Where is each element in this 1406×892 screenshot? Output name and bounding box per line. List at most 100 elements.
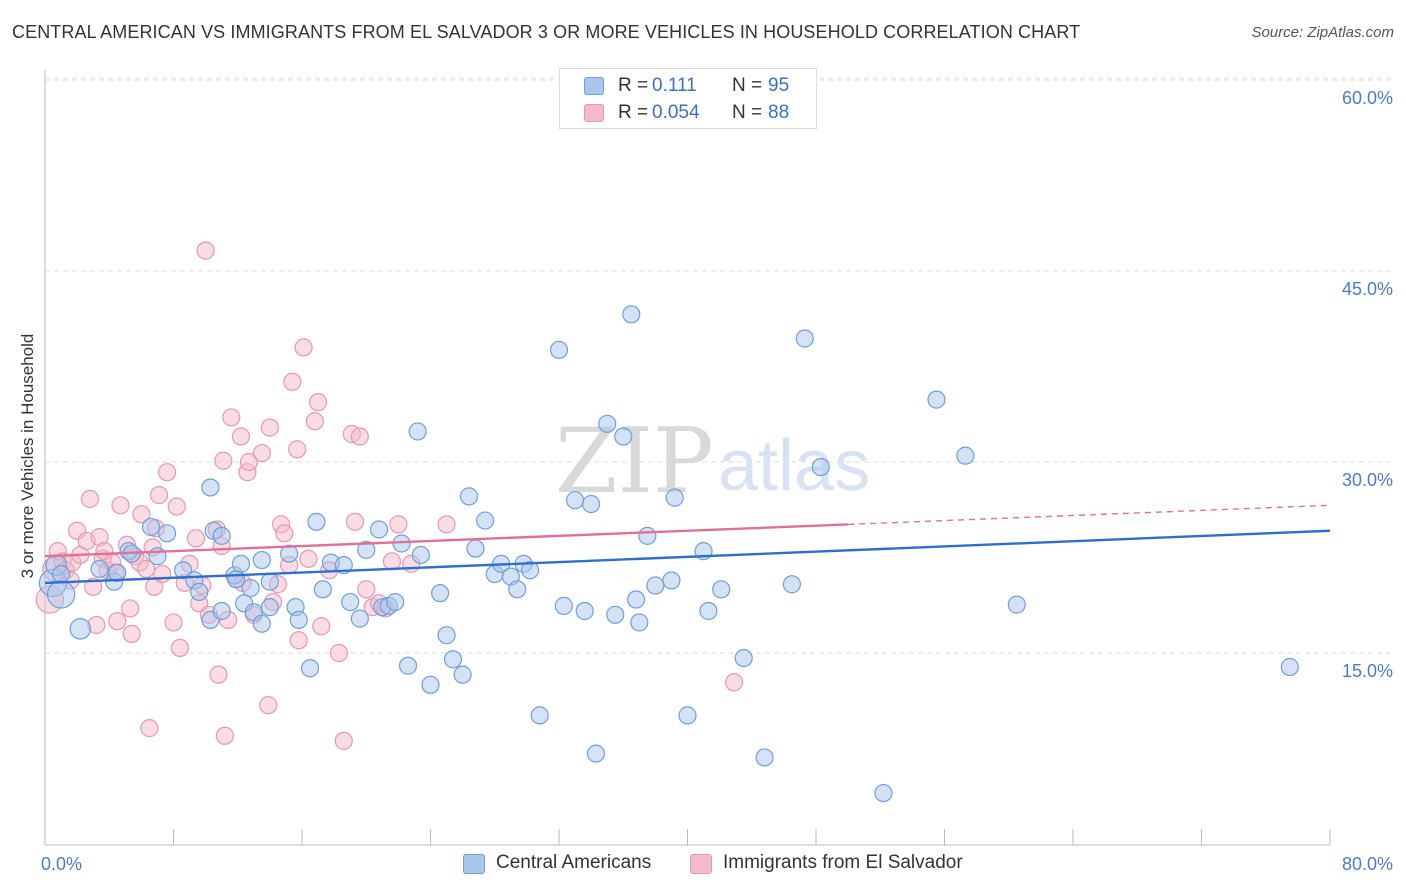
el-salvador-point-37 xyxy=(170,638,190,658)
central-americans-point-33 xyxy=(289,610,308,629)
central-americans-point-15 xyxy=(190,582,209,601)
central-americans-point-29 xyxy=(260,572,279,591)
central-americans-point-91 xyxy=(874,783,893,803)
blue-swatch-icon xyxy=(463,854,485,874)
el-salvador-point-65 xyxy=(283,372,302,391)
central-americans-point-77 xyxy=(638,526,657,545)
central-americans-point-39 xyxy=(341,592,360,612)
central-americans-point-93 xyxy=(956,446,975,465)
el-salvador-point-58 xyxy=(259,696,278,715)
el-salvador-point-79 xyxy=(357,580,376,599)
el-salvador-point-22 xyxy=(121,599,140,618)
x-tick-label-1: 80.0% xyxy=(1342,854,1393,874)
el-salvador-point-23 xyxy=(122,624,141,644)
central-americans-point-65 xyxy=(549,340,569,360)
r-label: R = xyxy=(618,102,649,123)
n-label: N = xyxy=(732,102,763,123)
central-americans-point-5 xyxy=(90,559,109,579)
el-salvador-point-63 xyxy=(275,524,294,543)
x-tick-labels: 0.0% 80.0% xyxy=(41,854,1393,874)
chart-title: CENTRAL AMERICAN VS IMMIGRANTS FROM EL S… xyxy=(12,22,1081,42)
central-americans-point-49 xyxy=(411,545,430,565)
central-americans-point-55 xyxy=(459,487,479,506)
central-americans-point-20 xyxy=(212,526,231,545)
central-americans-point-51 xyxy=(431,584,450,603)
central-americans-point-4 xyxy=(69,618,92,640)
central-americans-point-56 xyxy=(466,539,485,558)
central-americans-point-88 xyxy=(782,575,802,594)
central-americans-point-30 xyxy=(260,598,279,617)
el-salvador-point-87 xyxy=(724,673,744,692)
el-salvador-point-10 xyxy=(80,489,100,509)
el-salvador-point-59 xyxy=(260,418,279,437)
central-americans-point-90 xyxy=(811,457,830,477)
central-americans-point-72 xyxy=(606,605,625,624)
n-value: 88 xyxy=(768,102,790,123)
r-value: 0.054 xyxy=(652,102,700,123)
central-americans-point-42 xyxy=(370,520,389,539)
central-americans-point-79 xyxy=(662,571,681,590)
central-americans-point-69 xyxy=(582,494,601,514)
central-americans-point-87 xyxy=(755,748,774,767)
central-americans-point-18 xyxy=(201,478,220,497)
x-tick-label-0: 0.0% xyxy=(41,854,82,874)
central-americans-point-34 xyxy=(300,659,320,678)
el-salvador-point-40 xyxy=(186,529,206,548)
el-salvador-point-70 xyxy=(305,412,324,431)
y-tick-label-0: 15.0% xyxy=(1342,661,1393,681)
central-americans-point-66 xyxy=(554,596,573,615)
el-salvador-point-34 xyxy=(157,463,177,482)
y-axis-label: 3 or more Vehicles in Household xyxy=(18,333,37,579)
y-tick-label-2: 45.0% xyxy=(1342,279,1393,299)
central-americans-point-75 xyxy=(626,590,646,609)
n-label: N = xyxy=(732,75,763,96)
el-salvador-point-75 xyxy=(334,731,353,750)
el-salvador-point-69 xyxy=(299,549,318,568)
central-americans-point-52 xyxy=(437,626,456,645)
pink-swatch-icon xyxy=(584,104,604,122)
el-salvador-point-77 xyxy=(345,512,365,531)
el-salvador-point-11 xyxy=(84,577,103,596)
central-americans-point-31 xyxy=(280,544,299,563)
central-americans-point-50 xyxy=(421,675,440,694)
central-americans-point-27 xyxy=(252,614,271,633)
central-americans-point-11 xyxy=(148,547,167,566)
central-americans-point-53 xyxy=(443,650,463,669)
el-salvador-trend-extension xyxy=(848,504,1331,526)
central-americans-point-7 xyxy=(108,563,127,582)
el-salvador-point-52 xyxy=(231,427,251,446)
central-americans-point-2 xyxy=(51,564,71,584)
el-salvador-point-57 xyxy=(252,443,271,463)
el-salvador-trend-line xyxy=(44,523,849,558)
central-americans-point-67 xyxy=(565,491,585,510)
el-salvador-point-35 xyxy=(164,613,183,632)
central-americans-point-92 xyxy=(927,390,946,409)
el-salvador-point-48 xyxy=(215,726,234,745)
y-tick-label-3: 60.0% xyxy=(1342,88,1393,108)
central-americans-point-89 xyxy=(795,329,814,348)
central-americans-point-73 xyxy=(614,427,633,446)
central-americans-point-12 xyxy=(157,524,177,543)
central-americans-point-83 xyxy=(699,601,718,621)
central-americans-point-61 xyxy=(508,580,527,599)
el-salvador-point-36 xyxy=(167,497,186,516)
central-americans-point-38 xyxy=(334,556,353,575)
central-americans-point-74 xyxy=(622,305,641,324)
el-salvador-point-50 xyxy=(222,408,241,427)
el-salvador-point-27 xyxy=(137,559,156,579)
el-salvador-point-68 xyxy=(294,338,313,357)
el-salvador-point-88 xyxy=(196,241,215,260)
y-tick-labels: 15.0% 30.0% 45.0% 60.0% xyxy=(1342,88,1393,681)
trend-lines xyxy=(44,504,1331,585)
y-tick-label-1: 30.0% xyxy=(1342,470,1393,490)
el-salvador-point-19 xyxy=(108,612,127,631)
central-americans-point-25 xyxy=(241,578,260,598)
el-salvador-point-32 xyxy=(149,486,169,505)
pink-swatch-icon xyxy=(690,854,712,874)
blue-swatch-icon xyxy=(584,77,604,95)
central-americans-point-48 xyxy=(408,422,427,441)
central-americans-point-78 xyxy=(646,576,665,595)
central-americans-point-64 xyxy=(530,706,549,725)
n-value: 95 xyxy=(768,75,790,96)
